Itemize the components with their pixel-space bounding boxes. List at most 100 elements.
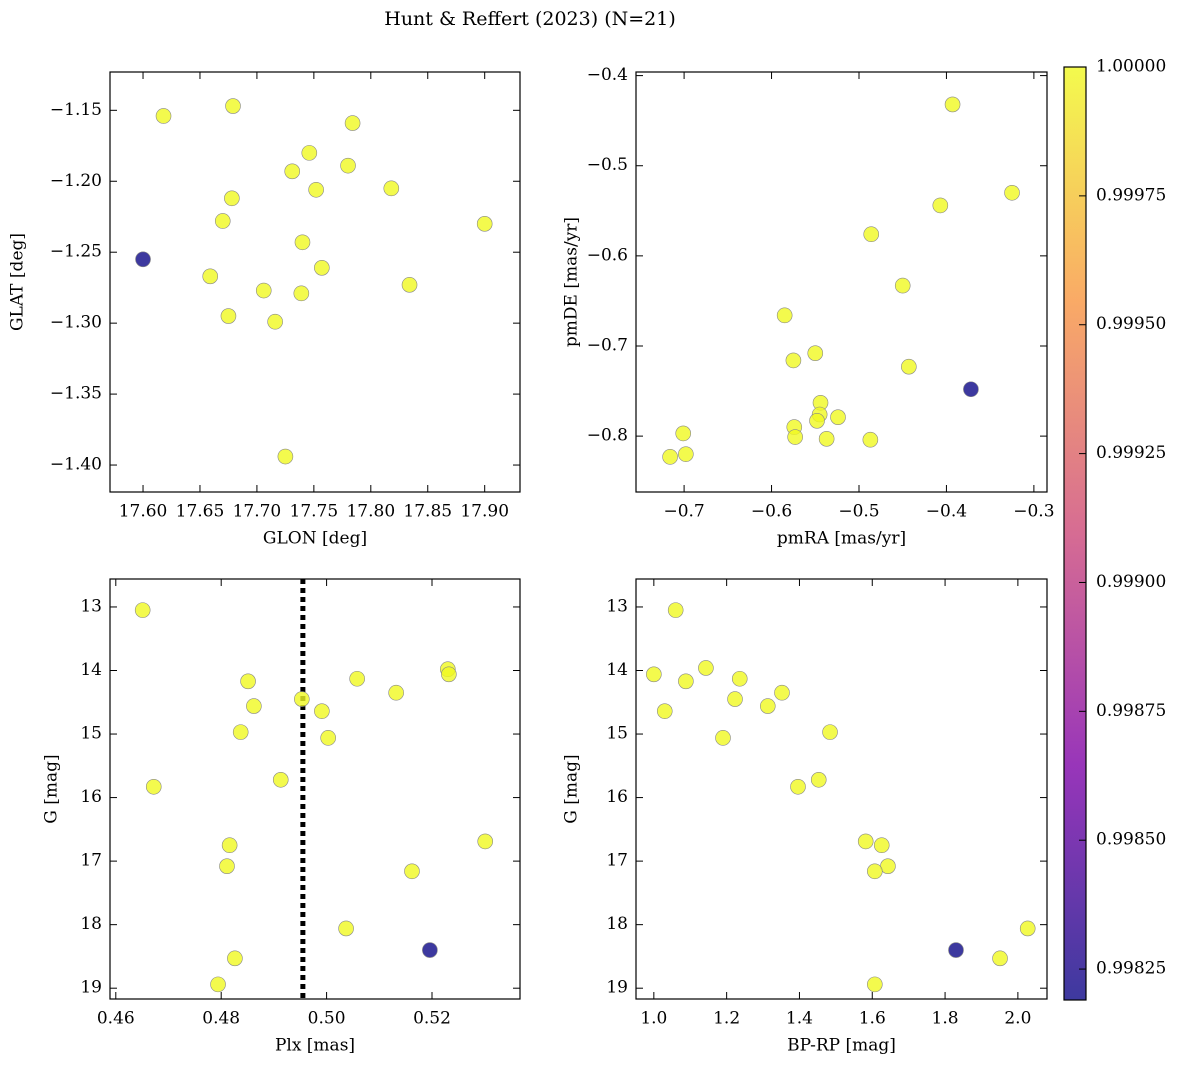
x-tick-label: 17.70 <box>233 502 282 522</box>
colorbar-tick-label: 0.99850 <box>1096 830 1166 850</box>
point <box>224 190 240 207</box>
y-tick-label: 15 <box>606 724 628 744</box>
point <box>809 412 825 429</box>
point <box>240 673 256 690</box>
y-axis-label: pmDE [mas/yr] <box>562 217 582 347</box>
point <box>320 730 336 746</box>
point <box>221 837 238 854</box>
point <box>857 833 874 850</box>
point <box>646 666 662 683</box>
point <box>134 602 151 618</box>
y-tick-label: 16 <box>80 787 102 807</box>
point <box>277 448 294 465</box>
x-tick-label: 1.2 <box>713 1009 740 1029</box>
point <box>477 833 494 850</box>
x-tick-label: 2.0 <box>1004 1009 1031 1029</box>
point <box>301 145 318 161</box>
colorbar-tick-label: 0.99825 <box>1096 959 1166 979</box>
x-tick-label: 17.65 <box>176 502 225 522</box>
y-tick-label: 19 <box>606 978 628 998</box>
point <box>246 698 262 714</box>
y-tick-label: −0.5 <box>587 155 628 175</box>
axes-frame <box>109 578 521 1000</box>
point <box>667 602 684 618</box>
point <box>225 98 241 114</box>
point <box>340 157 356 174</box>
y-axis-label: G [mag] <box>42 754 62 823</box>
y-tick-label: 17 <box>606 851 628 871</box>
y-tick-label: 16 <box>606 787 628 807</box>
x-tick-label: 17.85 <box>403 502 452 522</box>
point <box>822 724 838 740</box>
point <box>220 308 237 324</box>
y-tick-label: −0.6 <box>587 245 628 265</box>
colorbar-tick-label: 1.00000 <box>1096 57 1166 77</box>
point <box>992 950 1008 967</box>
y-tick-label: 15 <box>80 724 102 744</box>
point <box>698 660 714 676</box>
axes-frame <box>109 71 521 493</box>
x-tick-label: 0.50 <box>308 1009 346 1029</box>
point <box>944 96 961 113</box>
point <box>894 277 911 294</box>
x-axis-label: GLON [deg] <box>263 529 367 549</box>
point <box>662 449 678 465</box>
point <box>135 251 151 268</box>
colorbar-tick-label: 0.99875 <box>1096 701 1166 721</box>
point <box>862 431 879 448</box>
y-tick-label: −1.25 <box>50 242 102 262</box>
x-tick-label: −0.3 <box>1013 502 1054 522</box>
figure-title: Hunt & Reffert (2023) (N=21) <box>384 8 676 30</box>
point <box>759 698 776 714</box>
point <box>344 115 361 131</box>
point <box>404 863 420 880</box>
point <box>867 863 883 880</box>
y-tick-label: 14 <box>80 660 102 680</box>
x-tick-label: 0.48 <box>202 1009 240 1029</box>
point <box>476 216 493 232</box>
point <box>948 942 964 958</box>
y-tick-label: 17 <box>80 851 102 871</box>
point <box>388 684 404 701</box>
point <box>774 684 790 701</box>
point <box>202 268 219 285</box>
y-tick-label: −0.4 <box>587 65 628 85</box>
colorbar <box>1063 66 1087 1001</box>
point <box>422 942 438 958</box>
point <box>383 180 400 197</box>
point <box>807 345 824 362</box>
point <box>675 425 692 442</box>
point <box>715 730 731 746</box>
point <box>932 197 949 214</box>
point <box>830 409 846 425</box>
point <box>294 691 310 707</box>
point <box>308 181 324 198</box>
y-tick-label: −1.40 <box>50 455 102 475</box>
colorbar-tick-label: 0.99950 <box>1096 314 1166 334</box>
point <box>787 429 803 445</box>
x-tick-label: −0.6 <box>751 502 792 522</box>
point <box>901 358 917 375</box>
x-tick-label: 0.52 <box>413 1009 451 1029</box>
x-tick-label: −0.7 <box>663 502 704 522</box>
y-tick-label: 19 <box>80 978 102 998</box>
y-tick-label: 13 <box>606 596 628 616</box>
point <box>401 277 418 293</box>
y-tick-label: 18 <box>80 914 102 934</box>
x-tick-label: −0.4 <box>926 502 967 522</box>
y-tick-label: −1.20 <box>50 171 102 191</box>
point <box>145 778 162 795</box>
point <box>867 976 883 993</box>
x-tick-label: −0.5 <box>838 502 879 522</box>
y-tick-label: −1.30 <box>50 313 102 333</box>
x-axis-label: pmRA [mas/yr] <box>777 529 906 549</box>
x-tick-label: 17.60 <box>119 502 168 522</box>
point <box>1004 184 1020 201</box>
point <box>678 446 694 462</box>
x-tick-label: 0.46 <box>97 1009 135 1029</box>
x-tick-label: 1.4 <box>786 1009 813 1029</box>
point <box>1019 920 1036 937</box>
point <box>731 670 748 687</box>
point <box>227 950 243 967</box>
point <box>441 666 457 683</box>
